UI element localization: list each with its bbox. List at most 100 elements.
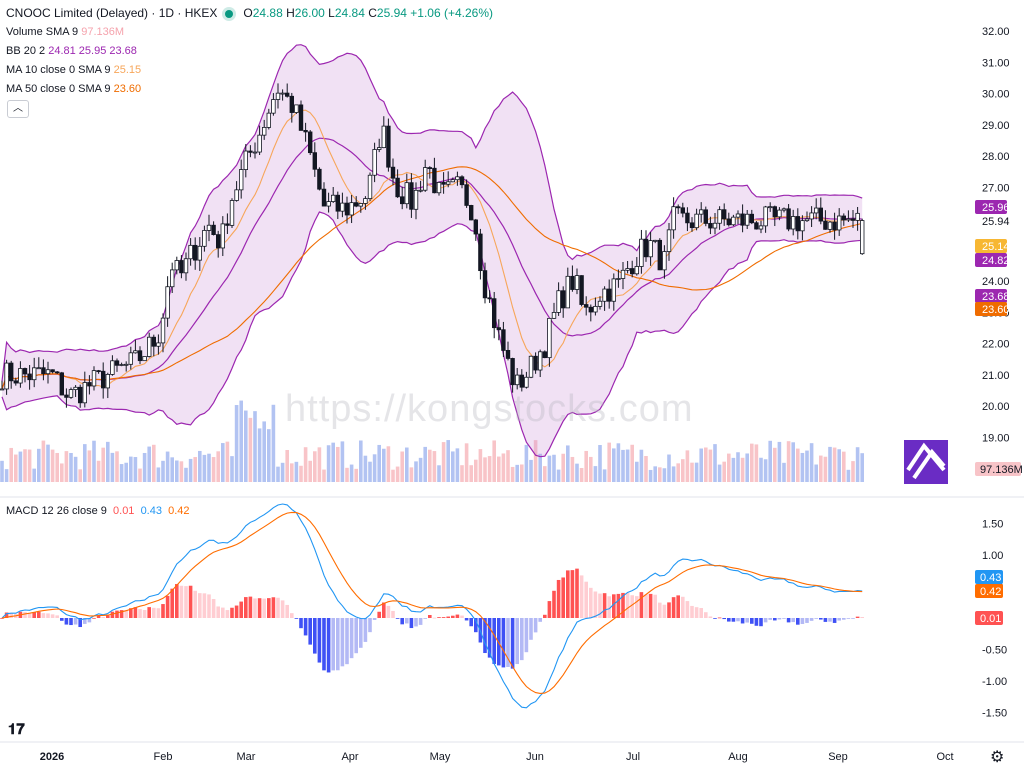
macd-histogram-bar [837, 618, 841, 621]
candle [353, 196, 359, 208]
macd-histogram-bar [41, 613, 46, 618]
candle-body [243, 150, 248, 170]
volume-bar [124, 462, 128, 482]
price-tag-ma50: 23.60 [975, 302, 1010, 316]
volume-bar [524, 444, 529, 482]
macd-histogram-bar [382, 602, 386, 618]
candle-body [478, 233, 483, 272]
candle-body [220, 223, 225, 249]
candle-body [413, 189, 419, 210]
volume-bar [635, 461, 639, 482]
volume-bar [331, 442, 335, 482]
candle [524, 371, 529, 389]
candle-body [386, 125, 391, 168]
candle [55, 370, 60, 375]
candle-body [662, 251, 667, 271]
ohlc-close: 25.94 [376, 6, 407, 20]
volume-legend[interactable]: Volume SMA 9 97.136M [6, 23, 493, 42]
candle [101, 362, 106, 399]
volume-bar [32, 468, 36, 482]
macd-histogram-bar [474, 618, 478, 633]
macd-histogram-bar [101, 617, 105, 618]
macd-axis-label: -0.50 [982, 644, 1007, 656]
time-axis-label: Aug [728, 751, 748, 763]
volume-bar [244, 410, 248, 482]
volume-bar [276, 466, 280, 482]
candle [768, 202, 773, 212]
candle [105, 372, 110, 399]
symbol-row[interactable]: CNOOC Limited (Delayed) · 1D · HKEX O24.8… [6, 4, 493, 23]
candle-body [156, 342, 161, 347]
price-axis-label: 22.00 [982, 339, 1010, 351]
volume-bar [543, 466, 547, 482]
candle [542, 350, 547, 359]
candle-body [703, 209, 708, 224]
macd-histogram-bar [694, 607, 699, 618]
candle-body [307, 131, 313, 154]
candle [478, 228, 483, 280]
candle [749, 209, 754, 225]
gear-icon[interactable]: ⚙ [990, 749, 1005, 766]
volume-bar [446, 440, 450, 482]
time-axis-label: 2026 [40, 751, 64, 763]
volume-bar [487, 456, 492, 482]
candle-body [59, 372, 64, 396]
macd-histogram-bar [704, 612, 708, 618]
candle [427, 166, 432, 179]
candle-body [215, 234, 221, 249]
volume-label: Volume SMA 9 [6, 26, 79, 38]
candle-body [519, 374, 524, 388]
macd-histogram-bar [648, 593, 653, 618]
candle [740, 204, 745, 233]
volume-bar [207, 453, 211, 482]
candle-body [45, 369, 51, 375]
tradingview-logo-icon[interactable]: 𝟏𝟕 [8, 720, 25, 738]
macd-histogram-bar [579, 575, 584, 618]
volume-bar [566, 445, 570, 482]
volume-bar [515, 464, 519, 482]
macd-legend[interactable]: MACD 12 26 close 9 0.01 0.43 0.42 [6, 505, 190, 517]
candle [64, 388, 69, 408]
candle-body [179, 260, 184, 274]
ma50-legend[interactable]: MA 50 close 0 SMA 9 23.60 [6, 80, 493, 99]
candle [777, 207, 782, 221]
candle [795, 208, 800, 240]
bb-legend[interactable]: BB 20 2 24.81 25.95 23.68 [6, 42, 493, 61]
macd-histogram-bar [805, 618, 809, 623]
candle [574, 268, 580, 295]
volume-bar [87, 450, 92, 482]
volume-bar [386, 446, 391, 482]
candle [275, 83, 281, 109]
kongstocks-logo-icon [904, 440, 948, 484]
candle [124, 361, 129, 372]
macd-histogram-bar [543, 614, 547, 618]
candle-body [41, 367, 46, 375]
candle-body [602, 288, 607, 302]
macd-histogram-bar [809, 618, 814, 621]
macd-histogram-bar [46, 613, 50, 618]
macd-tag-label: 0.42 [980, 586, 1001, 598]
candle-body [491, 298, 497, 329]
volume-bar [46, 444, 50, 482]
price-tag-bg [975, 289, 1007, 303]
candle [800, 215, 805, 241]
candle [4, 359, 9, 395]
candle [183, 252, 189, 281]
ma10-legend[interactable]: MA 10 close 0 SMA 9 25.15 [6, 61, 493, 80]
candle [731, 214, 736, 227]
candle-body [579, 275, 584, 305]
macd-histogram-bar [60, 618, 64, 621]
collapse-legend-button[interactable]: ︿ [7, 100, 29, 118]
symbol-title[interactable]: CNOOC Limited (Delayed) · 1D · HKEX [6, 6, 218, 20]
volume-bar [533, 440, 538, 482]
volume-bar [253, 411, 257, 482]
candle-body [280, 92, 285, 95]
macd-histogram-bar [800, 618, 805, 624]
candle-body [298, 104, 304, 131]
volume-bar [662, 468, 667, 482]
macd-histogram-bar [740, 618, 745, 624]
candle-body [593, 305, 598, 313]
price-axis-label: 24.00 [982, 276, 1010, 288]
volume-bar [110, 452, 115, 482]
